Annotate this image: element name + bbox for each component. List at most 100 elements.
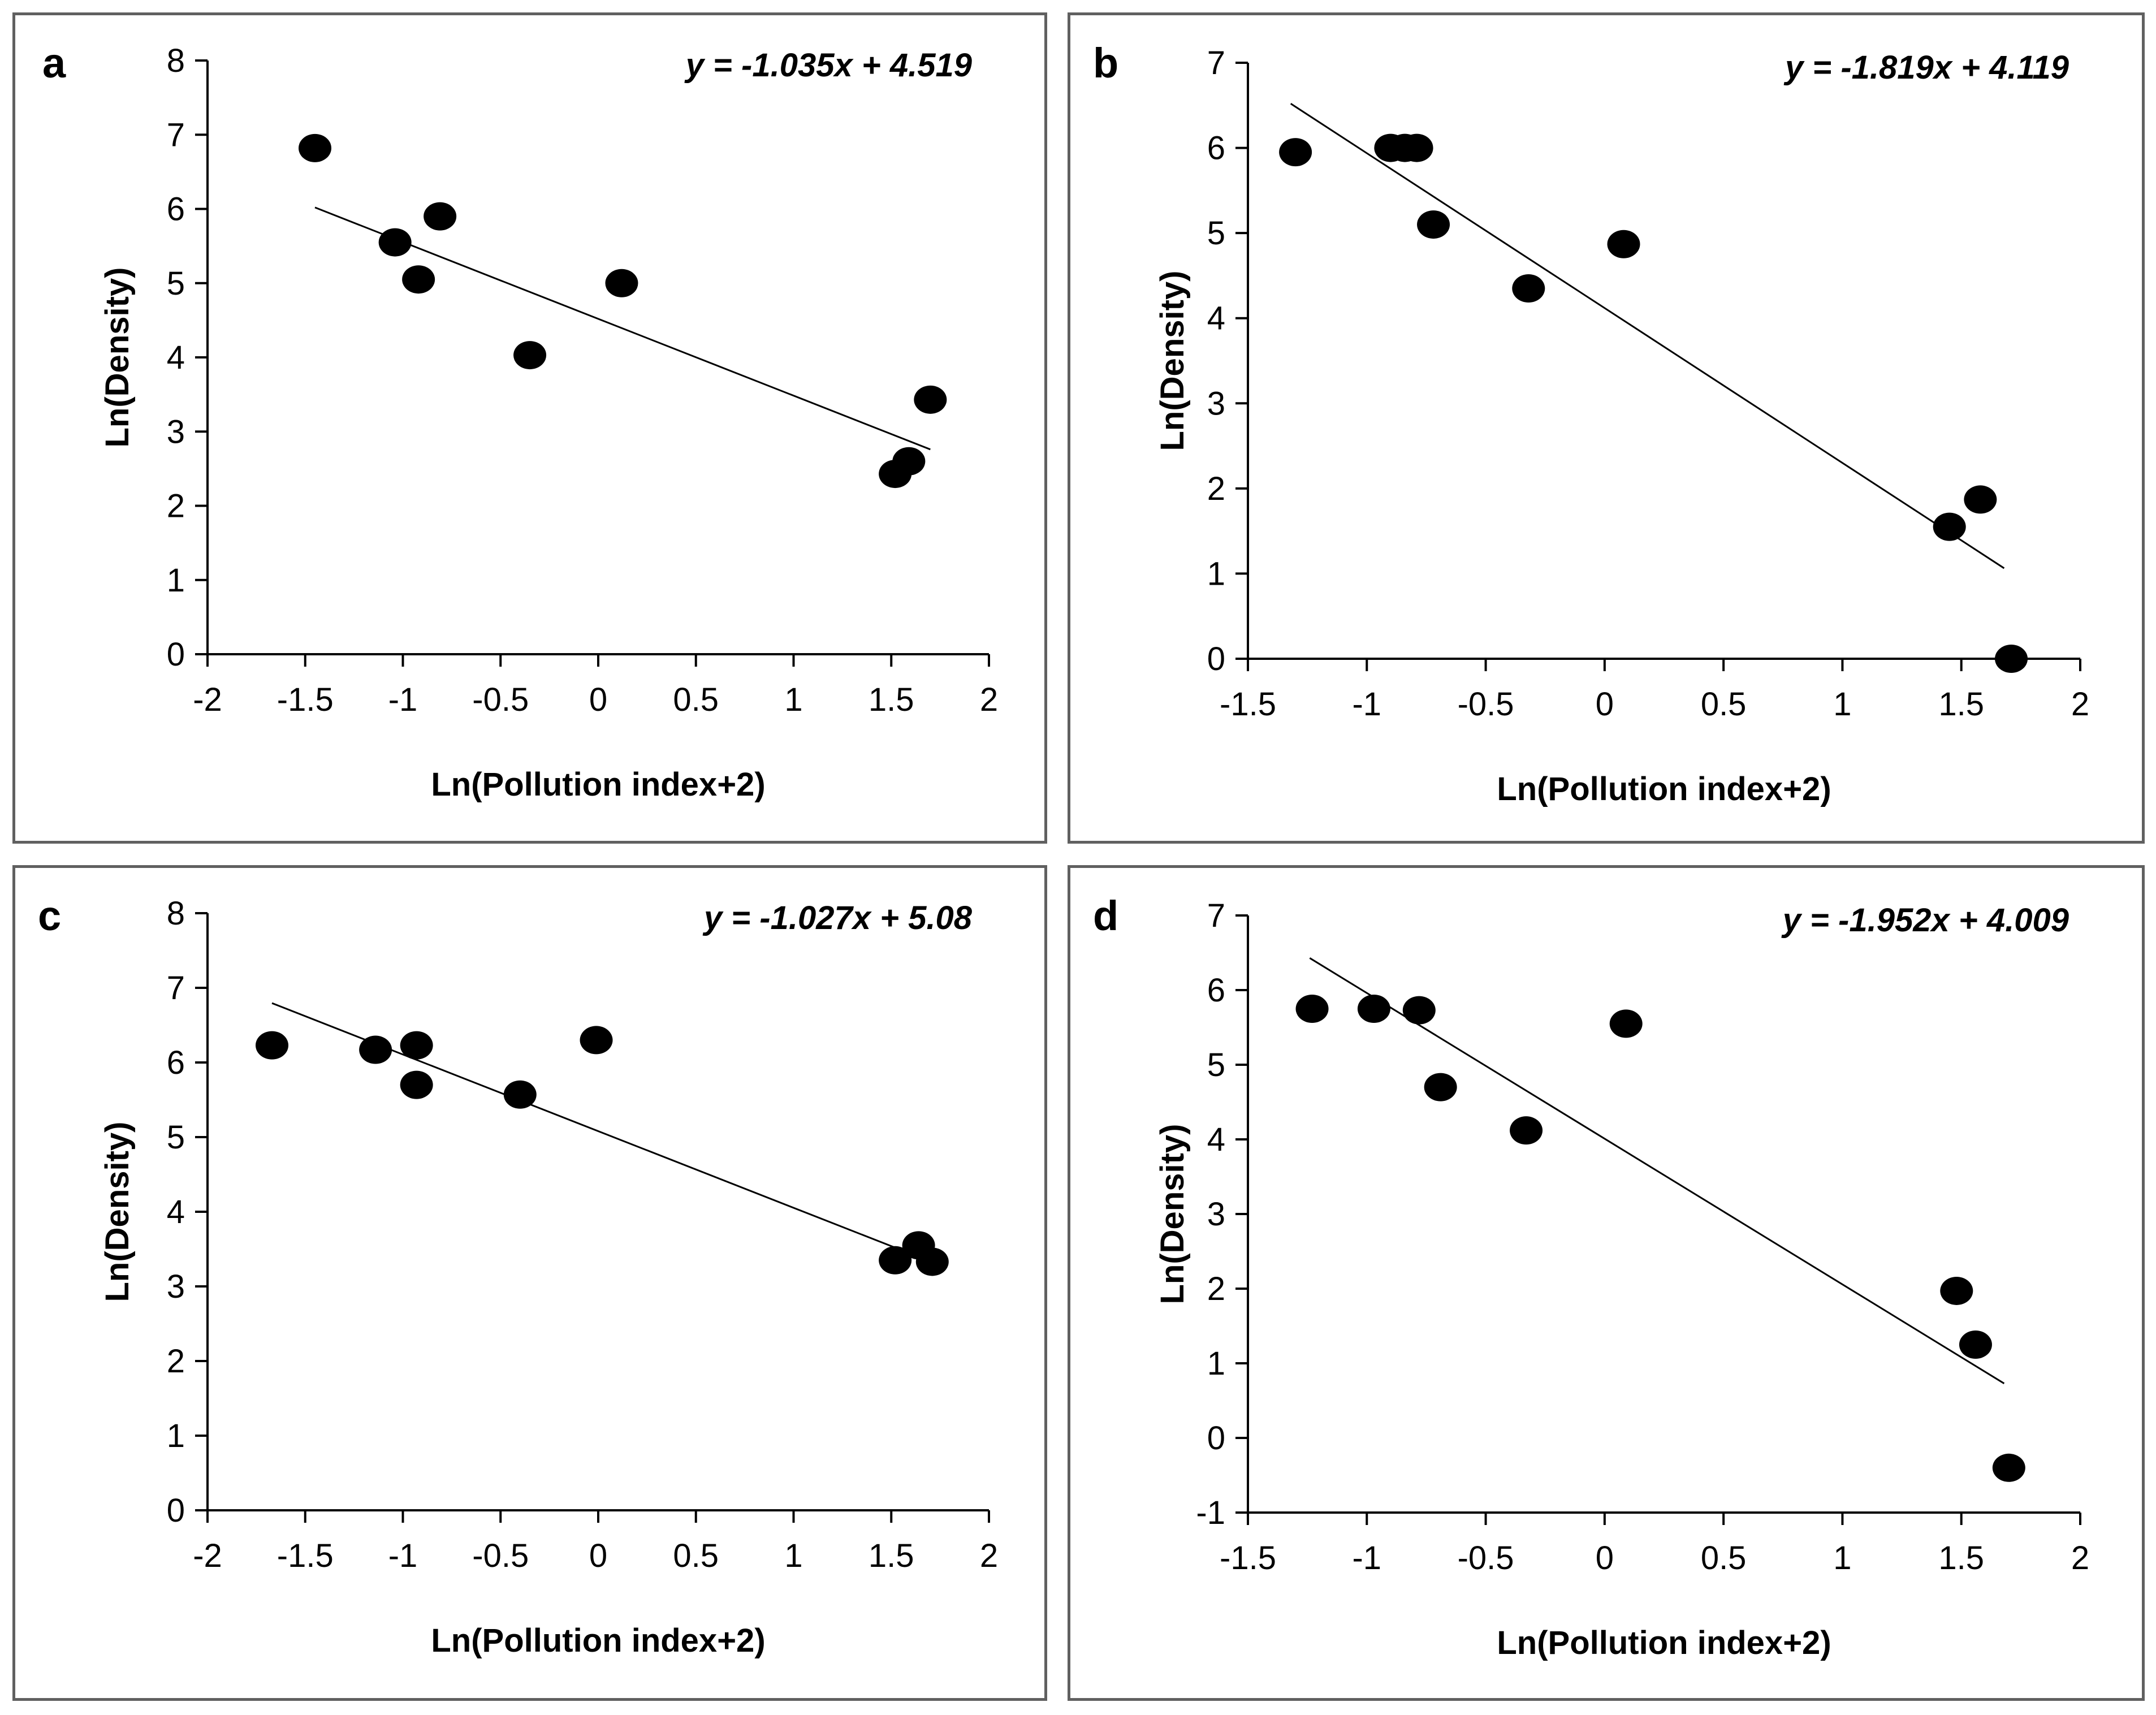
data-point	[424, 202, 457, 231]
x-tick-label: 0	[589, 681, 607, 718]
x-tick-label: 1	[784, 681, 802, 718]
x-tick-label: 0	[589, 1537, 607, 1574]
data-point	[1940, 1276, 1973, 1305]
data-point	[1995, 645, 2028, 673]
data-point	[915, 1247, 949, 1276]
x-tick-label: -2	[193, 1537, 222, 1574]
chart-panel-c: 0 1 2 3 4 5 6 7 8 -2 -1.5 -1 -0.5 0 0.5 1 1.5 2 Ln(Polluti…	[12, 865, 1047, 1701]
x-tick-label: 1.5	[869, 1537, 914, 1574]
y-tick-label: 5	[167, 265, 185, 302]
x-tick-label: -1	[388, 681, 418, 718]
data-point	[1512, 274, 1545, 303]
data-point	[256, 1031, 289, 1060]
x-tick-label: 2	[980, 1537, 998, 1574]
chart-panel-a: 0 1 2 3 4 5 6 7 8 -2 -1.5 -1 -0.5 0 0.5 1 1.5 2 Ln(Polluti…	[12, 12, 1047, 844]
data-point	[299, 133, 332, 162]
y-tick-label: 7	[1207, 897, 1225, 934]
y-tick-label: 4	[167, 1194, 185, 1230]
y-tick-label: 0	[1207, 1420, 1225, 1457]
chart-panel-b: 0 1 2 3 4 5 6 7 -1.5 -1 -0.5 0 0.5 1 1.5 2 Ln(Pollution …	[1068, 12, 2145, 844]
data-point	[1959, 1330, 1992, 1359]
chart-svg: 0 1 2 3 4 5 6 7 8 -2 -1.5 -1 -0.5 0 0.5 1 1.5 2 Ln(Polluti…	[42, 40, 998, 803]
data-point	[605, 269, 638, 297]
y-tick-label: 6	[167, 1044, 185, 1081]
data-point	[892, 447, 926, 476]
regression-equation: y = -1.027x + 5.08	[702, 900, 973, 936]
panel-label: d	[1093, 892, 1118, 939]
x-tick-label: 1	[784, 1537, 802, 1574]
x-tick-label: 2	[2071, 1540, 2089, 1576]
regression-equation: y = -1.819x + 4.119	[1783, 49, 2069, 86]
x-tick-label: 0	[1596, 686, 1614, 723]
data-point	[378, 228, 412, 257]
y-tick-label: 4	[1207, 1121, 1225, 1158]
data-point	[1992, 1453, 2025, 1482]
y-tick-label: 1	[167, 1418, 185, 1454]
data-point	[1417, 210, 1450, 239]
x-tick-label: 0	[1596, 1540, 1614, 1576]
y-tick-label: 0	[167, 1492, 185, 1529]
x-tick-label: -0.5	[472, 681, 529, 718]
data-point	[1609, 1009, 1643, 1038]
y-tick-label: 6	[1207, 972, 1225, 1009]
x-tick-label: -0.5	[472, 1537, 529, 1574]
x-tick-label: -1.5	[277, 681, 334, 718]
data-point	[400, 1070, 433, 1099]
y-tick-label: 8	[167, 42, 185, 79]
x-axis-title: Ln(Pollution index+2)	[1497, 771, 1831, 807]
y-tick-label: 5	[1207, 215, 1225, 252]
panel-label: c	[38, 892, 61, 939]
data-point	[1279, 138, 1312, 167]
chart-svg: 0 1 2 3 4 5 6 7 8 -2 -1.5 -1 -0.5 0 0.5 1 1.5 2 Ln(Polluti…	[38, 892, 998, 1659]
x-tick-label: -1.5	[1220, 1540, 1276, 1576]
x-tick-label: -0.5	[1458, 686, 1514, 723]
regression-equation: y = -1.035x + 4.519	[684, 47, 972, 84]
data-point	[1357, 995, 1390, 1023]
x-tick-label: 0.5	[1701, 1540, 1747, 1576]
y-tick-label: 3	[167, 413, 185, 450]
data-point	[1402, 996, 1436, 1025]
data-point	[503, 1080, 537, 1109]
x-axis-title: Ln(Pollution index+2)	[431, 1622, 765, 1659]
x-tick-label: 2	[2071, 686, 2089, 723]
data-point	[359, 1035, 392, 1064]
y-axis-title: Ln(Density)	[99, 267, 136, 448]
x-tick-label: 0.5	[673, 681, 719, 718]
x-tick-label: -0.5	[1458, 1540, 1514, 1576]
data-point	[402, 265, 435, 294]
y-tick-label: 2	[1207, 470, 1225, 507]
y-tick-label: 5	[1207, 1047, 1225, 1083]
x-tick-label: -2	[193, 681, 222, 718]
data-point	[1400, 133, 1433, 162]
data-point	[1933, 512, 1966, 541]
data-point	[400, 1031, 433, 1060]
y-tick-label: 5	[167, 1119, 185, 1156]
regression-equation: y = -1.952x + 4.009	[1781, 902, 2069, 939]
chart-panel-d: -1 0 1 2 3 4 5 6 7 -1.5 -1 -0.5 0 0.5 1 1.5 2 Ln(Pollutio…	[1068, 865, 2145, 1701]
y-tick-label: 2	[167, 488, 185, 525]
trendline	[1309, 957, 2005, 1384]
x-tick-label: 1.5	[1938, 1540, 1984, 1576]
y-tick-label: 6	[167, 191, 185, 228]
panel-label: a	[42, 40, 66, 87]
x-tick-label: 1.5	[869, 681, 914, 718]
y-axis-title: Ln(Density)	[1154, 1124, 1191, 1304]
y-tick-label: 3	[1207, 385, 1225, 422]
data-point	[1964, 485, 1997, 514]
y-tick-label: 0	[167, 636, 185, 673]
data-point	[879, 1246, 912, 1275]
y-tick-label: 4	[167, 339, 185, 376]
trendline	[1290, 103, 2005, 569]
x-tick-label: -1.5	[277, 1537, 334, 1574]
y-tick-label: 1	[1207, 555, 1225, 592]
y-tick-label: 4	[1207, 300, 1225, 337]
y-tick-label: 0	[1207, 641, 1225, 677]
data-point	[1607, 230, 1640, 258]
y-axis-title: Ln(Density)	[99, 1122, 136, 1302]
x-tick-label: -1.5	[1220, 686, 1276, 723]
y-tick-label: 7	[167, 116, 185, 153]
y-tick-label: 2	[167, 1343, 185, 1380]
y-tick-label: 1	[167, 562, 185, 599]
y-tick-label: 2	[1207, 1271, 1225, 1307]
y-tick-label: -1	[1196, 1494, 1225, 1531]
